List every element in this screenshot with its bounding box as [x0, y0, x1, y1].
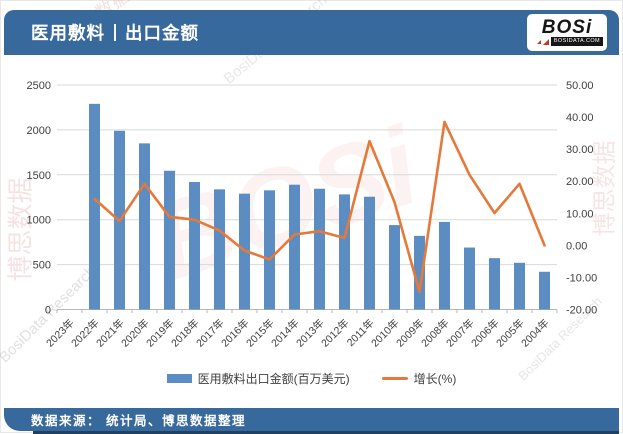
bar [264, 190, 275, 310]
bar [339, 194, 350, 310]
footer-banner: 数据来源： 统计局、博思数据整理 [4, 408, 619, 431]
logo-triangle-icon [542, 38, 549, 45]
logo-wordmark: BOSi [541, 17, 593, 38]
data-source: 数据来源： 统计局、博思数据整理 [31, 414, 246, 428]
y-axis-tick-label: 0 [45, 305, 51, 317]
legend-line-label: 增长(%) [413, 372, 457, 386]
secondary-y-axis-tick-label: 10.00 [566, 208, 594, 220]
bar [189, 181, 200, 310]
bar [539, 271, 550, 310]
bar [514, 262, 525, 310]
bar [164, 170, 175, 310]
legend: 医用敷料出口金额(百万美元) 增长(%) [1, 370, 622, 387]
x-axis-tick-label: 2012年 [318, 316, 351, 349]
title-divider [114, 24, 116, 41]
y-axis-tick-label: 2500 [27, 80, 51, 92]
bar [414, 235, 425, 310]
legend-bar-swatch [166, 374, 192, 383]
bosi-logo: BOSi BOSIDATA.COM [527, 14, 607, 51]
secondary-y-axis-tick-label: 30.00 [566, 144, 594, 156]
bar [364, 196, 375, 310]
title-main: 医用敷料 [31, 23, 105, 43]
bar [289, 184, 300, 310]
y-axis-tick-label: 1500 [27, 170, 51, 182]
legend-line-swatch [381, 377, 408, 380]
secondary-y-axis-tick-label: 50.00 [566, 80, 594, 92]
bar [314, 188, 325, 310]
secondary-y-axis-tick-label: 0.00 [566, 240, 587, 252]
bar [439, 221, 450, 310]
bar [139, 143, 150, 310]
legend-bar-label: 医用敷料出口金额(百万美元) [197, 372, 350, 386]
title-sub: 出口金额 [125, 23, 199, 43]
header-banner: 医用敷料 出口金额 BOSi BOSIDATA.COM [4, 10, 619, 55]
x-axis-tick-label: 2004年 [518, 316, 551, 349]
secondary-y-axis-tick-label: 40.00 [566, 112, 594, 124]
secondary-y-axis-tick-label: -20.00 [566, 305, 597, 317]
y-axis-tick-label: 500 [33, 260, 51, 272]
logo-domain: BOSIDATA.COM [550, 37, 603, 46]
page-title: 医用敷料 出口金额 [31, 20, 199, 45]
bar [489, 258, 500, 310]
legend-item-bars: 医用敷料出口金额(百万美元) [166, 370, 350, 387]
logo-bottom-row: BOSIDATA.COM [531, 37, 603, 46]
bar [89, 103, 100, 310]
y-axis-tick-label: 2000 [27, 125, 51, 137]
y-axis-tick-label: 1000 [27, 215, 51, 227]
secondary-y-axis-tick-label: -10.00 [566, 272, 597, 284]
legend-item-line: 增长(%) [381, 370, 457, 387]
bar [389, 225, 400, 310]
bar [214, 189, 225, 310]
growth-line [93, 120, 546, 294]
secondary-y-axis-tick-label: 20.00 [566, 176, 594, 188]
bar [464, 247, 475, 310]
logo-triangle-icon [536, 39, 541, 44]
